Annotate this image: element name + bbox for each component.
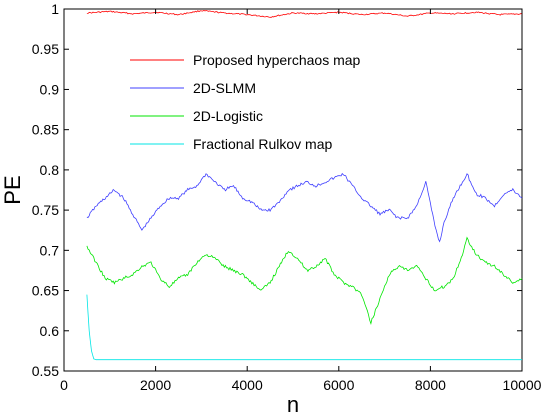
legend-label: Proposed hyperchaos map bbox=[193, 52, 361, 68]
y-tick-label: 0.7 bbox=[40, 242, 60, 258]
y-tick-label: 0.6 bbox=[40, 323, 60, 339]
series-4 bbox=[86, 294, 522, 361]
legend-label: Fractional Rulkov map bbox=[193, 136, 332, 152]
x-tick-label: 2000 bbox=[140, 377, 171, 393]
series-3 bbox=[86, 236, 523, 326]
x-tick-label: 6000 bbox=[323, 377, 354, 393]
x-tick-label: 4000 bbox=[232, 377, 263, 393]
series-line bbox=[86, 236, 523, 326]
x-axis-label: n bbox=[287, 392, 299, 417]
y-tick-label: 0.65 bbox=[32, 283, 59, 299]
ticks-layer: 0 2000 4000 6000 8000 10000 0.55 0.6 0.65 0.7 0.75… bbox=[32, 1, 542, 393]
series-layer bbox=[86, 9, 523, 361]
legend: Proposed hyperchaos map 2D-SLMM 2D-Logisti… bbox=[130, 52, 361, 152]
x-tick-label: 8000 bbox=[415, 377, 446, 393]
legend-label: 2D-Logistic bbox=[193, 108, 263, 124]
y-tick-label: 0.8 bbox=[40, 162, 60, 178]
y-tick-label: 0.75 bbox=[32, 202, 59, 218]
y-tick-label: 0.95 bbox=[32, 41, 59, 57]
y-tick-label: 0.9 bbox=[40, 81, 60, 97]
y-axis-label: PE bbox=[0, 175, 25, 204]
y-tick-label: 0.55 bbox=[32, 363, 59, 379]
series-line bbox=[86, 9, 523, 18]
series-2 bbox=[86, 172, 523, 243]
series-line bbox=[86, 294, 522, 361]
x-tick-label: 0 bbox=[60, 377, 68, 393]
y-tick-label: 0.85 bbox=[32, 122, 59, 138]
legend-label: 2D-SLMM bbox=[193, 80, 256, 96]
x-tick-label: 10000 bbox=[503, 377, 542, 393]
series-line bbox=[86, 172, 523, 243]
y-tick-label: 1 bbox=[51, 1, 59, 17]
series-1 bbox=[86, 9, 523, 18]
plot-area bbox=[63, 8, 523, 372]
